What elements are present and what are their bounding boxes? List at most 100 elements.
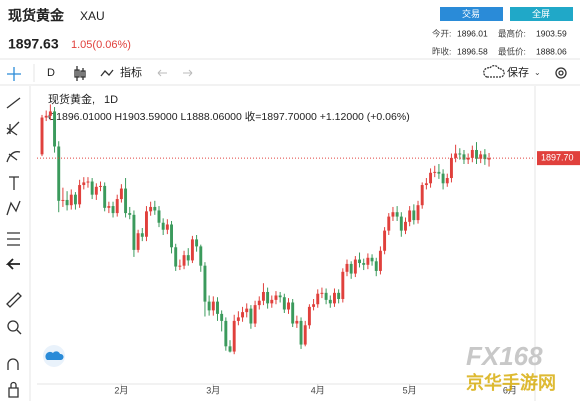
cloud-icon bbox=[45, 351, 64, 360]
last-price-label: 1897.70 bbox=[541, 153, 574, 163]
candle-body bbox=[303, 325, 307, 345]
candle-body bbox=[366, 257, 370, 265]
ruler-tool[interactable] bbox=[6, 292, 22, 308]
candle-body bbox=[374, 261, 378, 271]
candle-body bbox=[140, 233, 144, 237]
candle-body bbox=[153, 206, 157, 211]
undo-redo[interactable] bbox=[157, 69, 193, 77]
candle-body bbox=[282, 297, 286, 310]
settings-button[interactable] bbox=[555, 67, 567, 79]
lock-tool[interactable] bbox=[8, 381, 19, 398]
line-tool[interactable] bbox=[6, 97, 21, 109]
candle-body bbox=[266, 291, 270, 304]
candle-body bbox=[245, 308, 249, 313]
prediction-tool[interactable] bbox=[7, 232, 20, 246]
candle-body bbox=[487, 158, 491, 160]
trade-button[interactable] bbox=[440, 7, 503, 21]
candle-body bbox=[119, 188, 123, 200]
candle-body bbox=[203, 265, 207, 302]
candle-body bbox=[57, 146, 61, 201]
candle-body bbox=[299, 320, 303, 345]
crosshair-tool[interactable] bbox=[7, 67, 21, 81]
candle-body bbox=[345, 263, 349, 272]
candle-body bbox=[44, 115, 48, 118]
candle-body bbox=[232, 320, 236, 352]
candle-body bbox=[274, 295, 278, 300]
candle-body bbox=[78, 185, 82, 205]
text-tool[interactable] bbox=[9, 176, 19, 190]
watermark-brand: FX168 bbox=[466, 341, 543, 371]
candle-body bbox=[437, 171, 441, 174]
candle-body bbox=[199, 246, 203, 266]
candle-body bbox=[136, 233, 140, 250]
candle-body bbox=[429, 172, 433, 184]
candle-body bbox=[144, 211, 148, 237]
save-icon[interactable] bbox=[483, 64, 505, 78]
candle-body bbox=[90, 181, 94, 195]
indicators-button[interactable]: 指标 bbox=[120, 65, 142, 79]
candle-body bbox=[404, 221, 407, 231]
candle-body bbox=[479, 154, 483, 159]
candle-body bbox=[475, 149, 478, 159]
candle-body bbox=[424, 183, 428, 186]
candle-body bbox=[261, 291, 265, 301]
candle-body bbox=[391, 212, 395, 217]
interval-button[interactable]: D bbox=[47, 67, 55, 79]
candle-body bbox=[253, 305, 257, 324]
legend-name: 现货黄金, bbox=[48, 92, 95, 106]
indicator-icon[interactable] bbox=[100, 69, 114, 77]
candle-body bbox=[48, 111, 52, 116]
price: 1897.63 bbox=[8, 36, 59, 52]
change: 1.05(0.06%) bbox=[71, 39, 131, 51]
candle-body bbox=[445, 178, 449, 184]
x-tick-label: 3月 bbox=[206, 385, 220, 395]
candle-body bbox=[337, 292, 341, 299]
plot: 2月 3月 4月 5月 6月 1897.70 bbox=[37, 104, 580, 395]
fullscreen-label[interactable]: 全屏 bbox=[532, 8, 550, 19]
candle-body bbox=[99, 185, 102, 187]
brush-tool[interactable] bbox=[6, 151, 21, 163]
candle-body bbox=[132, 214, 136, 250]
candle-body bbox=[433, 171, 437, 173]
candle-body bbox=[320, 292, 324, 294]
fib-tool[interactable] bbox=[6, 121, 20, 136]
candle-body bbox=[73, 194, 77, 205]
candle-body bbox=[69, 194, 73, 206]
ohlc-line: O1896.01000 H1903.59000 L1888.06000 收=18… bbox=[48, 110, 410, 123]
candle-body bbox=[483, 154, 487, 160]
save-arrow[interactable]: ⌄ bbox=[534, 68, 541, 77]
collapse-tool[interactable] bbox=[5, 258, 20, 270]
candle-body bbox=[420, 185, 424, 206]
candle-body bbox=[236, 317, 240, 321]
candle-body bbox=[40, 117, 44, 155]
candle-body bbox=[103, 185, 107, 208]
chart-type-button[interactable] bbox=[74, 66, 86, 81]
candle-body bbox=[295, 320, 299, 324]
zoom-tool[interactable] bbox=[7, 320, 19, 332]
fullscreen-button[interactable] bbox=[510, 7, 573, 21]
candle-body bbox=[270, 299, 274, 304]
candle-body bbox=[412, 210, 416, 221]
magnet-tool[interactable] bbox=[7, 358, 19, 370]
candle-body bbox=[307, 306, 311, 326]
candle-body bbox=[115, 199, 119, 214]
trade-label[interactable]: 交易 bbox=[462, 8, 480, 19]
candle-body bbox=[408, 210, 412, 222]
candle-body bbox=[216, 301, 219, 314]
stat-label: 最高价: bbox=[498, 28, 526, 38]
settings-center bbox=[558, 70, 564, 76]
pattern-tool[interactable] bbox=[6, 200, 21, 216]
candle-body bbox=[449, 157, 453, 179]
save-button[interactable]: 保存 bbox=[507, 65, 529, 79]
candle-body bbox=[383, 230, 387, 251]
candle-body bbox=[462, 154, 466, 160]
candle-body bbox=[224, 320, 228, 347]
symbol: XAU bbox=[80, 9, 105, 23]
candle-body bbox=[82, 182, 86, 186]
candle-body bbox=[220, 313, 224, 321]
stat-value: 1888.06 bbox=[536, 46, 567, 56]
x-tick-label: 4月 bbox=[311, 385, 325, 395]
candle-body bbox=[107, 206, 111, 208]
candle-body bbox=[378, 250, 382, 271]
